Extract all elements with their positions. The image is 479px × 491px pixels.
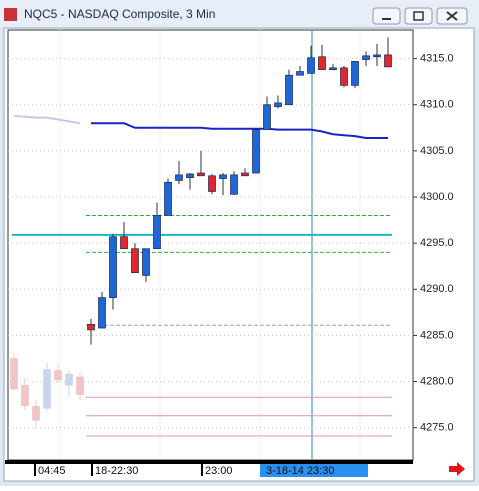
candle-body — [54, 370, 62, 381]
candle-body — [230, 174, 238, 195]
candle-body — [296, 71, 304, 76]
y-tick-label: 4310.0 — [420, 99, 454, 111]
maximize-icon — [413, 11, 424, 21]
window-title: NQC5 - NASDAQ Composite, 3 Min — [24, 7, 215, 21]
candle-body — [153, 215, 161, 250]
app-icon[interactable] — [4, 8, 17, 21]
candle-body — [164, 181, 172, 216]
candle-body — [109, 236, 117, 298]
y-tick-label: 4280.0 — [420, 375, 454, 387]
x-axis-bar — [5, 460, 413, 464]
minimize-button[interactable] — [372, 7, 401, 25]
candle-body — [285, 74, 293, 106]
y-tick-label: 4275.0 — [420, 422, 454, 434]
candle-body — [131, 248, 139, 274]
candle-body — [175, 174, 183, 181]
candle-body — [252, 129, 260, 174]
plot-area — [7, 29, 414, 461]
candle-body — [186, 173, 194, 178]
x-tick-label: 23:00 — [205, 465, 233, 477]
scroll-arrow[interactable] — [449, 462, 465, 476]
close-icon — [446, 11, 458, 21]
y-tick-label: 4295.0 — [420, 237, 454, 249]
candle-body — [76, 376, 84, 395]
x-tick-label: 04:45 — [38, 465, 66, 477]
candle-body — [87, 324, 95, 331]
candle-body — [318, 56, 326, 71]
candle-body — [208, 175, 216, 192]
candle-body — [263, 104, 271, 131]
candle-body — [219, 174, 227, 179]
candle-body — [373, 54, 381, 58]
prior-average-line — [13, 114, 81, 125]
y-tick-label: 4305.0 — [420, 145, 454, 157]
candle-body — [10, 358, 18, 390]
x-tick-label: 3-18-14 23:30 — [266, 465, 335, 477]
maximize-button[interactable] — [404, 7, 433, 25]
average-line — [91, 122, 388, 139]
candle-body — [120, 236, 128, 250]
y-tick-label: 4290.0 — [420, 283, 454, 295]
candle-body — [21, 384, 29, 406]
candle-body — [274, 102, 282, 107]
candle-body — [384, 54, 392, 68]
cursor-label-bg — [260, 464, 368, 477]
candle-body — [351, 61, 359, 86]
candle-body — [329, 67, 337, 71]
x-tick-label: 18-22:30 — [95, 465, 138, 477]
plot-marks: 4315.0 4310.0 4305.0 4300.0 4295.0 4290.0 4285… — [8, 30, 454, 476]
candle-body — [142, 248, 150, 276]
candle-body — [241, 172, 249, 177]
candle-body — [98, 297, 106, 329]
candle-body — [340, 67, 348, 86]
candle-body — [197, 172, 205, 177]
y-tick-label: 4300.0 — [420, 191, 454, 203]
y-tick-label: 4285.0 — [420, 329, 454, 341]
y-tick-label: 4315.0 — [420, 53, 454, 65]
candle-body — [65, 373, 73, 386]
candle-body — [307, 57, 315, 74]
candle-body — [362, 55, 370, 60]
candle-body — [32, 406, 40, 421]
candle-body — [43, 369, 51, 409]
